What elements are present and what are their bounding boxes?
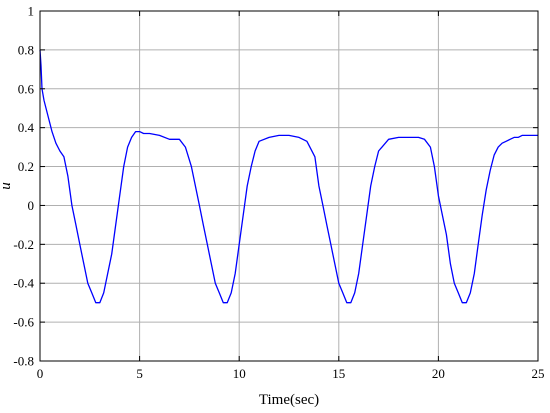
y-tick-label: 0.6 — [18, 81, 35, 96]
series-line — [39, 49, 538, 304]
y-tick-label: -0.8 — [13, 354, 34, 369]
x-tick-label: 20 — [432, 366, 445, 381]
y-axis-label: u — [0, 182, 14, 190]
y-tick-label: -0.2 — [13, 237, 34, 252]
y-tick-label: 0.8 — [18, 42, 34, 57]
y-tick-label: 0.4 — [18, 120, 35, 135]
y-tick-label: -0.6 — [13, 315, 34, 330]
y-tick-label: 0 — [28, 198, 35, 213]
x-tick-label: 10 — [233, 366, 246, 381]
y-tick-label: 0.2 — [18, 159, 34, 174]
grid — [40, 11, 538, 361]
x-tick-label: 0 — [37, 366, 44, 381]
tick-labels: 0 5 10 15 20 25 -0.8 -0.6 -0.4 -0.2 0 0.2 0.4 0.6 0.8 1 — [13, 4, 544, 382]
y-tick-label: 1 — [28, 4, 35, 19]
y-tick-label: -0.4 — [13, 276, 34, 291]
x-tick-label: 15 — [332, 366, 345, 381]
x-axis-label: Time(sec) — [259, 392, 319, 408]
plot-frame — [39, 10, 539, 362]
x-tick-label: 5 — [136, 366, 143, 381]
series-layer — [39, 49, 538, 304]
x-tick-label: 25 — [532, 366, 545, 381]
ticks — [39, 10, 539, 362]
